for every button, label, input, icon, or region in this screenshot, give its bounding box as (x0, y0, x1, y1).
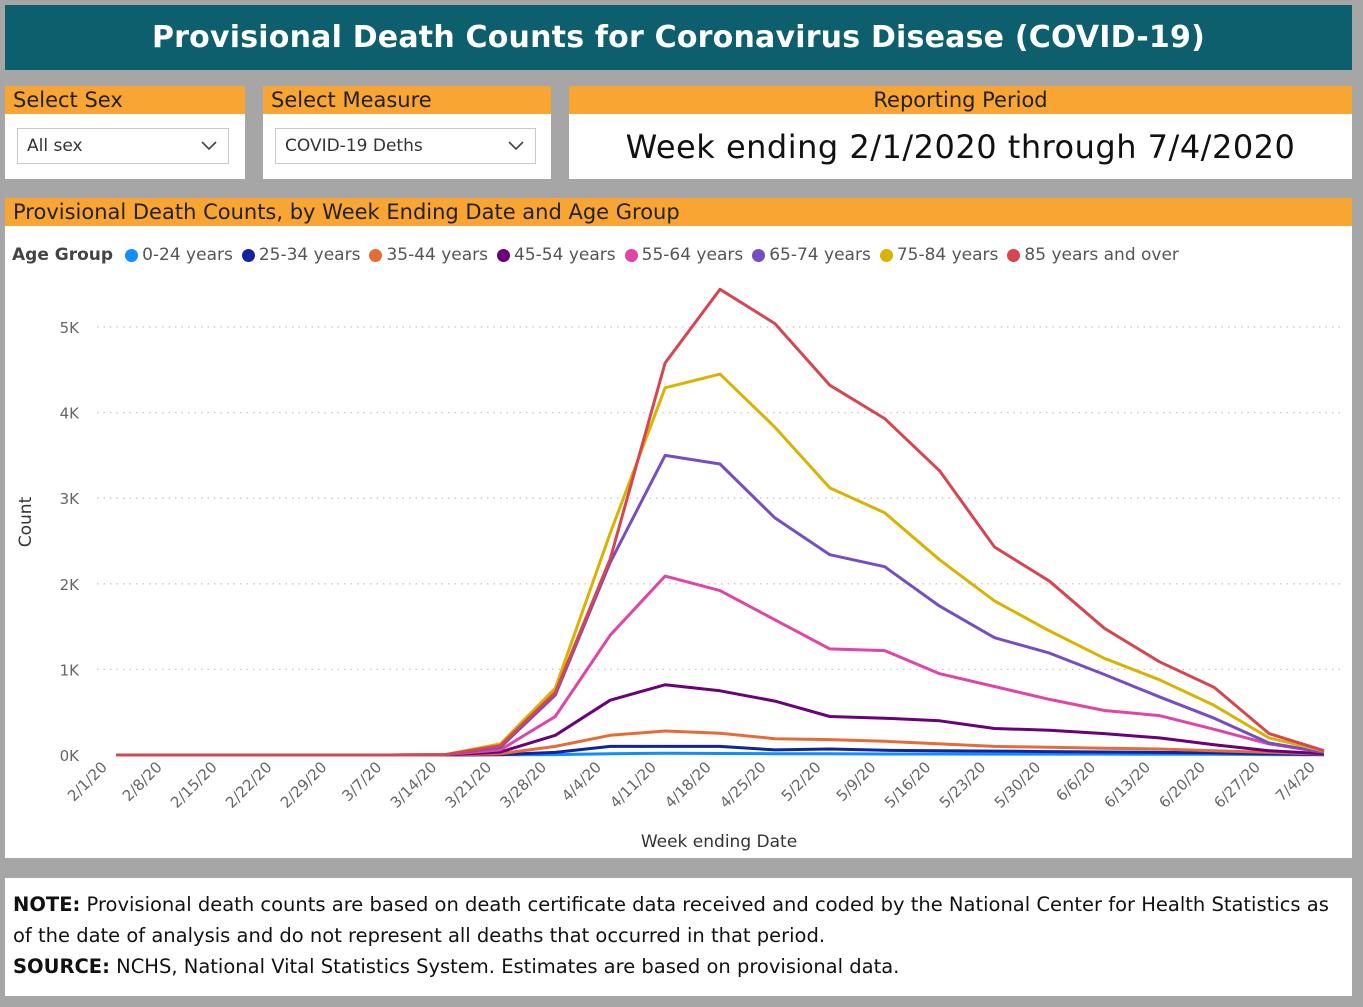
legend-dot-icon (879, 248, 893, 262)
reporting-period-value: Week ending 2/1/2020 through 7/4/2020 (625, 128, 1296, 166)
note-text: Provisional death counts are based on de… (13, 893, 1329, 947)
legend-dot-icon (497, 248, 511, 262)
legend-label: 35-44 years (386, 245, 489, 265)
legend-label: 25-34 years (258, 245, 361, 265)
note-label: NOTE: (13, 893, 81, 916)
legend-dot-icon (752, 248, 766, 262)
legend-dot-icon (241, 248, 255, 262)
legend-item[interactable]: 0-24 years (125, 245, 233, 265)
legend-item[interactable]: 85 years and over (1007, 245, 1179, 265)
legend-label: 75-84 years (896, 245, 999, 265)
chart-panel: Provisional Death Counts, by Week Ending… (5, 198, 1352, 858)
legend-item[interactable]: 75-84 years (879, 245, 999, 265)
chevron-down-icon (201, 141, 217, 151)
legend-dot-icon (369, 248, 383, 262)
chart-legend: Age Group 0-24 years 25-34 years 35-44 yea… (12, 243, 1188, 267)
legend-item[interactable]: 25-34 years (241, 245, 361, 265)
sex-dropdown-value: All sex (27, 136, 83, 156)
chart-panel-title: Provisional Death Counts, by Week Ending… (5, 198, 1352, 226)
legend-label: 0-24 years (142, 245, 233, 265)
measure-filter-panel: Select Measure COVID-19 Deths (263, 86, 551, 179)
legend-dot-icon (1007, 248, 1021, 262)
reporting-period-label: Reporting Period (569, 86, 1352, 114)
legend-label: 85 years and over (1024, 245, 1179, 265)
legend-dot-icon (624, 248, 638, 262)
legend-item[interactable]: 55-64 years (624, 245, 744, 265)
legend-label: 65-74 years (769, 245, 871, 265)
reporting-period-panel: Reporting Period Week ending 2/1/2020 th… (569, 86, 1352, 179)
legend-title: Age Group (12, 245, 114, 265)
source-text: NCHS, National Vital Statistics System. … (109, 955, 900, 978)
sex-filter-panel: Select Sex All sex (5, 86, 245, 179)
chevron-down-icon (508, 141, 524, 151)
legend-item[interactable]: 35-44 years (369, 245, 488, 265)
measure-filter-label: Select Measure (263, 86, 551, 114)
dashboard-title: Provisional Death Counts for Coronavirus… (5, 5, 1352, 70)
source-label: SOURCE: (13, 955, 110, 978)
legend-item[interactable]: 45-54 years (497, 245, 616, 265)
sex-dropdown[interactable]: All sex (17, 128, 229, 164)
measure-dropdown-value: COVID-19 Deths (285, 136, 423, 156)
sex-filter-label: Select Sex (5, 86, 245, 114)
legend-label: 55-64 years (641, 245, 744, 265)
measure-dropdown[interactable]: COVID-19 Deths (275, 128, 536, 164)
footnote-panel: NOTE: Provisional death counts are based… (5, 878, 1352, 996)
legend-label: 45-54 years (514, 245, 616, 265)
legend-item[interactable]: 65-74 years (752, 245, 871, 265)
legend-dot-icon (125, 248, 139, 262)
